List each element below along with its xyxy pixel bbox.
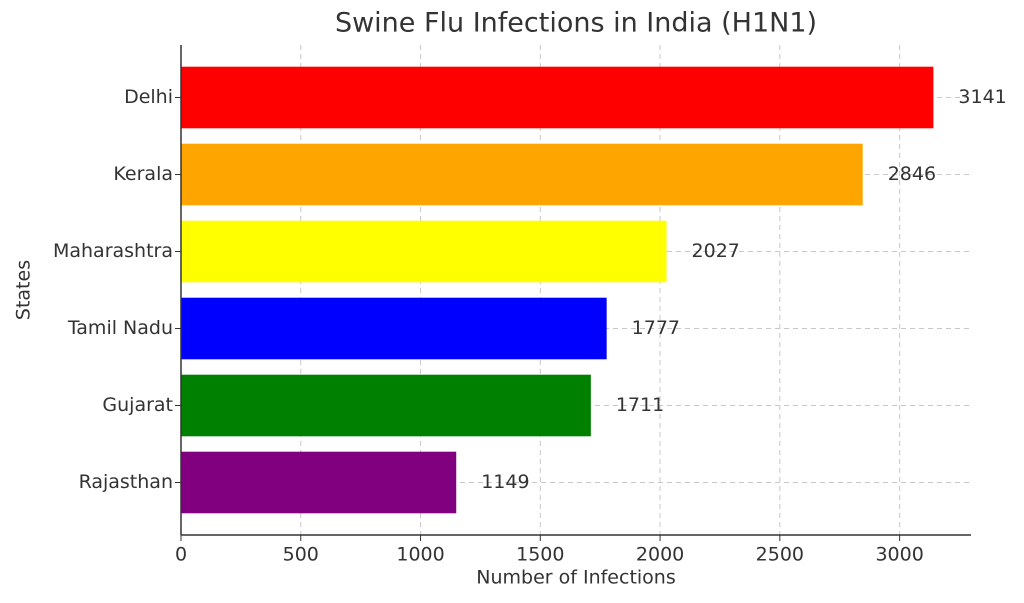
y-tick-label: Rajasthan (79, 471, 173, 493)
x-tick-label: 1500 (516, 544, 564, 566)
bar (181, 451, 457, 514)
x-tick-label: 3000 (875, 544, 923, 566)
x-tick-label: 500 (283, 544, 319, 566)
x-axis-label: Number of Infections (476, 567, 675, 589)
x-tick-label: 2000 (636, 544, 684, 566)
bar (181, 374, 591, 437)
value-label: 1711 (616, 394, 664, 416)
bar (181, 297, 607, 360)
y-tick-label: Delhi (124, 86, 173, 108)
y-tick-label: Maharashtra (53, 240, 173, 262)
value-label: 1149 (481, 471, 529, 493)
y-tick-label: Tamil Nadu (67, 317, 173, 339)
x-tick-label: 1000 (396, 544, 444, 566)
y-tick-label: Kerala (113, 163, 173, 185)
bar (181, 66, 934, 129)
y-tick-label: Gujarat (102, 394, 173, 416)
chart-title: Swine Flu Infections in India (H1N1) (335, 8, 817, 39)
value-label: 3141 (958, 86, 1006, 108)
x-tick-label: 0 (175, 544, 187, 566)
x-tick-label: 2500 (756, 544, 804, 566)
value-label: 1777 (632, 317, 680, 339)
bar (181, 220, 667, 283)
bar (181, 143, 863, 206)
value-label: 2027 (692, 240, 740, 262)
value-label: 2846 (888, 163, 936, 185)
y-axis-label: States (13, 260, 35, 320)
